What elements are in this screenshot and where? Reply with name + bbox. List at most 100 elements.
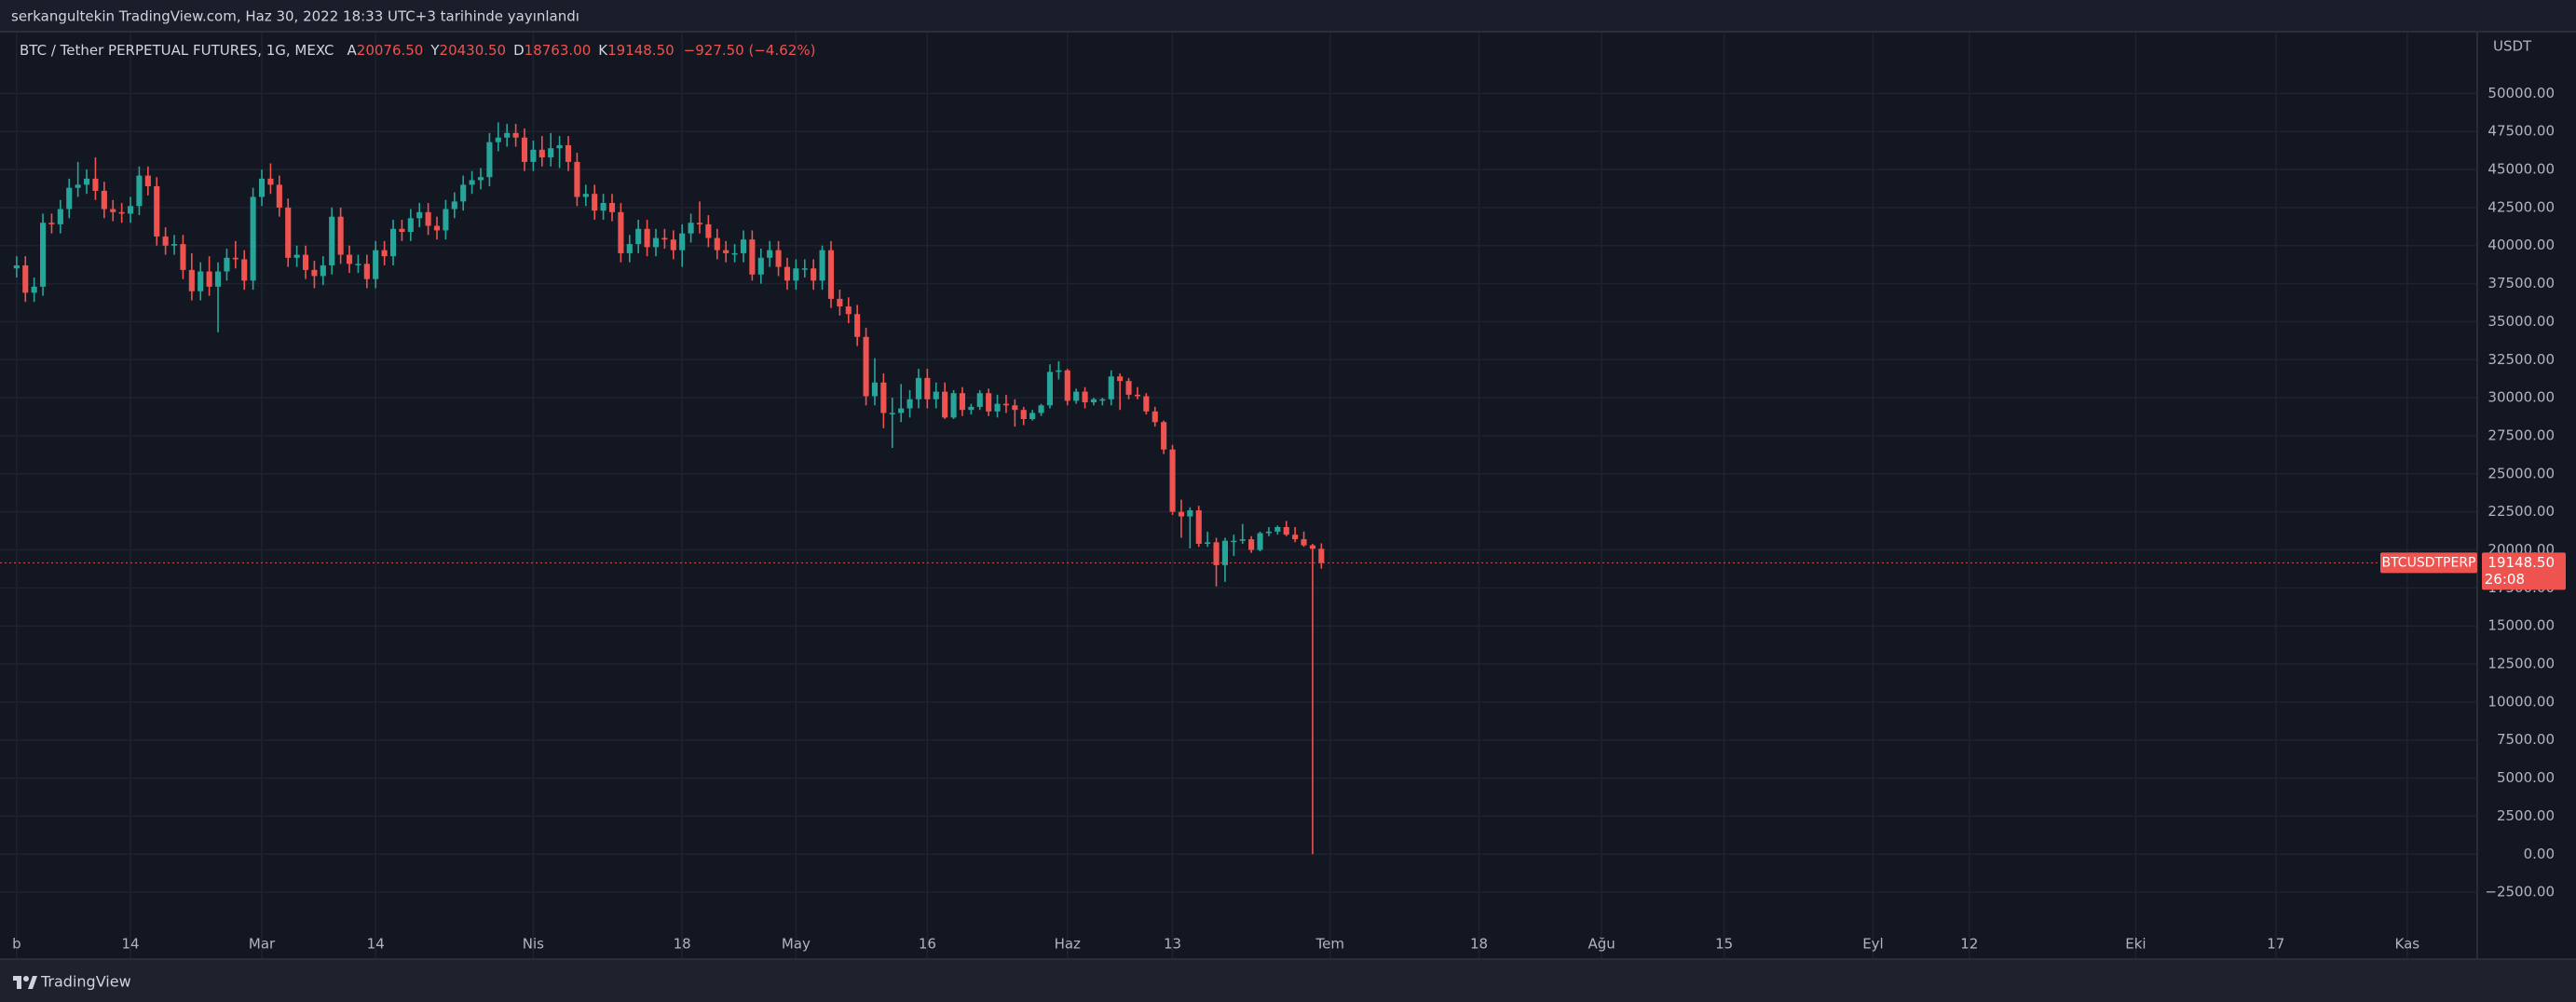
candle-body — [136, 175, 143, 207]
candle-body — [898, 408, 905, 413]
price-tag-name: BTCUSDTPERP — [2381, 555, 2475, 570]
candle-body — [425, 211, 431, 226]
candle-body — [267, 178, 274, 185]
x-tick-label: 14 — [121, 936, 139, 953]
x-tick-label: Eyl — [1862, 936, 1884, 953]
candle-body — [592, 194, 598, 211]
candle-body — [565, 144, 572, 162]
x-tick-label: Ağu — [1588, 936, 1615, 953]
candle-body — [486, 142, 493, 178]
y-tick-label: 7500.00 — [2497, 731, 2555, 748]
candle-body — [1213, 542, 1220, 565]
candle-body — [644, 228, 650, 248]
candle-body — [1046, 372, 1054, 406]
candle-body — [170, 244, 178, 246]
candle-body — [1187, 510, 1193, 517]
candle-body — [1073, 391, 1080, 401]
brand-logo — [13, 976, 37, 989]
legend-change: −927.50 (−4.62%) — [684, 42, 816, 59]
candle-body — [915, 377, 922, 399]
candle-body — [1117, 376, 1124, 382]
candle-body — [469, 180, 475, 185]
x-tick-label: 14 — [367, 936, 385, 953]
candle-body — [399, 228, 405, 233]
candle-body — [670, 239, 676, 250]
legend-value: 20430.50 — [440, 42, 507, 59]
candle-body — [530, 149, 537, 162]
legend: BTC / Tether PERPETUAL FUTURES, 1G, MEXC… — [20, 42, 815, 59]
candle-body — [477, 177, 484, 181]
x-tick-label: May — [782, 936, 811, 953]
candle-body — [714, 237, 720, 250]
footer-bar — [0, 959, 2576, 1002]
price-tag-countdown: 26:08 — [2485, 571, 2525, 588]
x-tick-label: Eki — [2125, 936, 2146, 953]
candle-body — [285, 207, 292, 258]
x-tick-label: Mar — [249, 936, 276, 953]
candle-body — [811, 268, 817, 281]
candle-body — [889, 413, 895, 414]
candle-body — [906, 399, 913, 409]
candle-body — [1134, 394, 1140, 397]
y-tick-label: 47500.00 — [2487, 123, 2555, 140]
candle-body — [346, 254, 353, 264]
candle-body — [1248, 539, 1255, 550]
y-tick-label: 10000.00 — [2487, 693, 2555, 710]
candle-body — [1002, 403, 1010, 406]
candle-body — [661, 237, 668, 240]
candle-body — [118, 211, 125, 214]
candle-body — [373, 250, 379, 279]
legend-value: 19148.50 — [607, 42, 675, 59]
candle-body — [827, 250, 835, 299]
candle-body — [618, 211, 624, 253]
candle-body — [626, 244, 633, 253]
candle-body — [731, 252, 738, 255]
candle-body — [600, 202, 607, 211]
candle-body — [127, 206, 134, 214]
candle-body — [1292, 535, 1299, 540]
candle-body — [635, 228, 642, 245]
candle-body — [548, 148, 554, 157]
candle-body — [363, 264, 370, 279]
header-bar — [0, 0, 2576, 32]
candle-body — [144, 175, 151, 187]
candle-body — [381, 250, 388, 257]
candle-body — [241, 259, 248, 281]
y-tick-label: 50000.00 — [2487, 85, 2555, 102]
candle-body — [180, 244, 186, 270]
candle-body — [110, 209, 116, 212]
y-tick-label: 35000.00 — [2487, 313, 2555, 330]
candle-body — [1056, 370, 1062, 372]
candle-body — [1038, 405, 1044, 413]
candle-body — [1082, 391, 1088, 403]
x-tick-label: 17 — [2267, 936, 2284, 953]
candle-body — [1012, 405, 1018, 411]
candle-body — [942, 391, 948, 418]
candle-body — [1195, 510, 1202, 544]
candle-body — [1161, 422, 1167, 450]
candle-body — [1205, 542, 1211, 544]
candle-body — [1221, 540, 1228, 565]
legend-symbol: BTC / Tether PERPETUAL FUTURES, 1G, MEXC — [20, 42, 334, 59]
price-tag-bg — [2482, 552, 2566, 590]
candle-body — [976, 393, 983, 407]
candle-body — [1125, 381, 1132, 395]
candle-body — [959, 393, 966, 411]
candle-body — [1231, 540, 1237, 543]
x-tick-label: Nis — [523, 936, 544, 953]
candle-body — [1029, 413, 1036, 419]
candle-body — [784, 266, 791, 281]
y-tick-label: 37500.00 — [2487, 275, 2555, 291]
candle-body — [837, 298, 843, 307]
candle-body — [451, 201, 457, 210]
legend-value: 18763.00 — [525, 42, 592, 59]
legend-key: K — [598, 42, 608, 59]
candle-body — [389, 228, 397, 257]
candle-body — [329, 216, 335, 265]
x-tick-label: 12 — [1960, 936, 1978, 953]
x-tick-label: 15 — [1715, 936, 1733, 953]
candle-body — [775, 250, 782, 267]
candle-body — [443, 209, 449, 231]
candle-body — [416, 211, 423, 219]
